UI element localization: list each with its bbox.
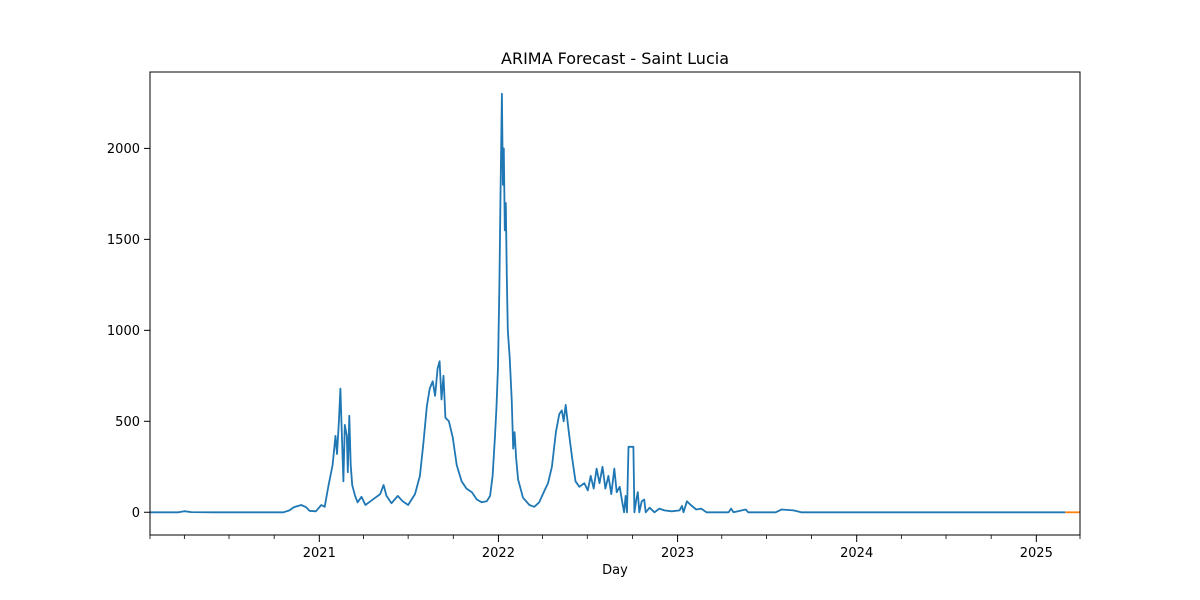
x-tick-label-2024: 2024: [840, 546, 873, 561]
y-tick-label-0: 0: [132, 506, 140, 521]
x-axis-label: Day: [602, 563, 628, 578]
x-tick-label-2025: 2025: [1020, 546, 1053, 561]
x-tick-label-2022: 2022: [482, 546, 515, 561]
y-tick-label-1000: 1000: [107, 324, 140, 339]
y-tick-label-2000: 2000: [107, 142, 140, 157]
x-tick-label-2023: 2023: [661, 546, 694, 561]
series-line-1: [150, 92, 1066, 514]
y-axis: 0 500 1000 1500 2000: [107, 142, 150, 521]
x-axis: 2021 2022 2023 2024 2025: [149, 535, 1081, 561]
x-tick-label-2021: 2021: [303, 546, 336, 561]
chart-title: ARIMA Forecast - Saint Lucia: [501, 49, 729, 68]
plot-frame: [149, 71, 1081, 536]
y-tick-label-1500: 1500: [107, 233, 140, 248]
plot-content: [150, 92, 1080, 514]
y-tick-label-500: 500: [115, 415, 140, 430]
